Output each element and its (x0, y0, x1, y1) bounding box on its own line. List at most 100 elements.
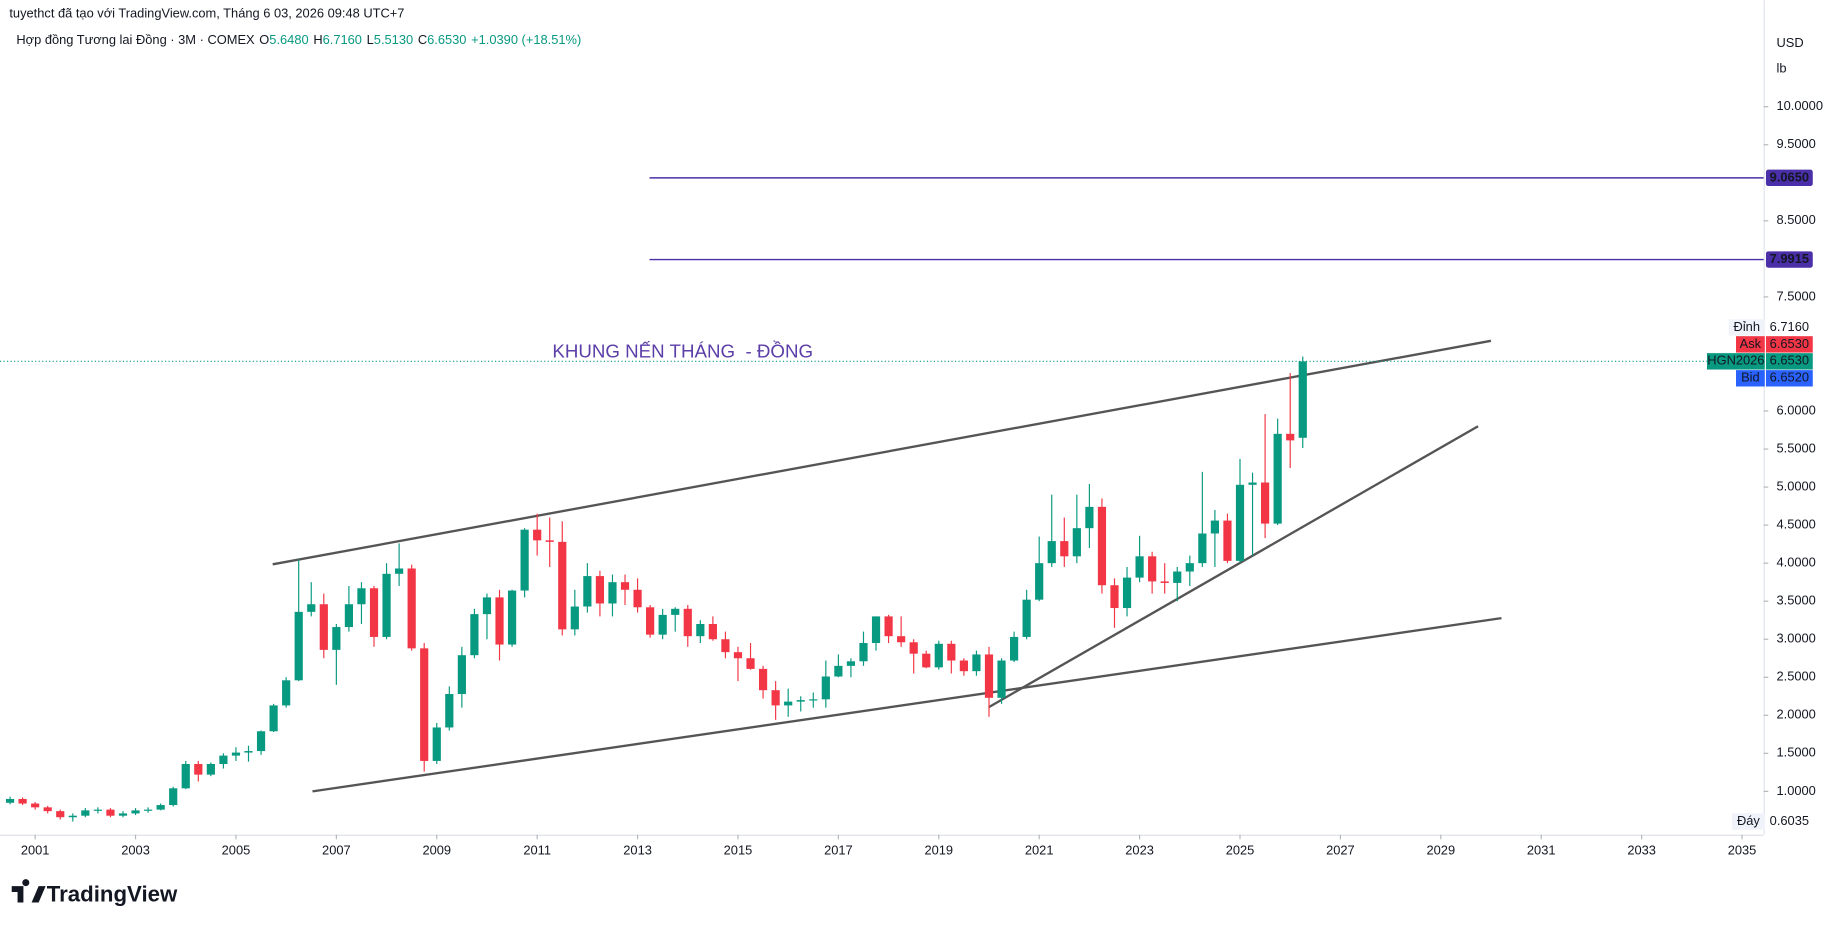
candle-body (545, 540, 554, 542)
tag-value-box (1765, 319, 1813, 336)
candle-body (520, 529, 529, 591)
symbol-legend: Hợp đồng Tương lai Đồng · 3M · COMEX O5.6… (16, 33, 581, 48)
y-tick-label: 2.5000 (1776, 669, 1815, 684)
candle-body (696, 624, 705, 637)
y-tick-label: 4.5000 (1776, 517, 1815, 532)
candle-body (871, 616, 881, 644)
candle-body (169, 788, 178, 806)
candle-body (294, 611, 303, 681)
candle-body (1022, 599, 1031, 637)
y-tick-label: 3.0000 (1776, 631, 1815, 646)
x-tick-label: 2019 (924, 842, 953, 857)
candle-body (834, 665, 843, 677)
candle-body (1173, 571, 1182, 583)
legend-change: +1.0390 (+18.51%) (471, 33, 581, 48)
x-tick-label: 2003 (121, 842, 150, 857)
x-tick-label: 2035 (1728, 842, 1757, 857)
candle-body (1160, 581, 1169, 583)
candle-body (1235, 484, 1245, 561)
candle-body (1248, 482, 1257, 485)
x-tick-label: 2011 (523, 842, 551, 857)
y-tick-label: 4.0000 (1776, 555, 1815, 570)
tag-name-box (1735, 336, 1765, 353)
tag-value: 6.7160 (1770, 319, 1809, 334)
candle-body (81, 810, 90, 816)
trend-line[interactable] (272, 339, 1492, 566)
trend-line[interactable] (312, 616, 1502, 793)
candle-body (809, 699, 818, 701)
candle-body (922, 653, 931, 668)
tag-value: 6.6530 (1770, 353, 1809, 368)
legend-key: L (367, 33, 374, 48)
legend-value: 6.7160 (323, 33, 362, 48)
candle-body (131, 810, 140, 814)
candle-body (1210, 520, 1219, 534)
tag-value: 6.6520 (1770, 370, 1809, 385)
candle-body (972, 654, 981, 672)
candle-body (897, 636, 906, 643)
tag-value: 0.6035 (1770, 813, 1809, 828)
tag-name-box (1728, 319, 1765, 336)
x-tick-label: 2029 (1427, 842, 1456, 857)
tag-value: 6.6530 (1770, 336, 1809, 351)
candle-body (733, 652, 743, 659)
candle-body (219, 755, 228, 764)
price-label: 7.9915 (1770, 251, 1809, 266)
candle-body (821, 676, 830, 700)
candle-body (282, 680, 291, 706)
y-tick-label: 8.5000 (1776, 212, 1815, 227)
logo-icon (11, 879, 46, 903)
candle-body (583, 576, 592, 607)
candle-body (144, 809, 153, 811)
candle-body (256, 731, 266, 752)
candle-body (1298, 361, 1307, 438)
annotation[interactable]: KHUNG NẾN THÁNG - ĐỒNG (552, 340, 813, 361)
candle-body (507, 590, 517, 645)
candle-body (18, 798, 27, 804)
candle-body (1110, 585, 1119, 609)
candle-body (570, 606, 579, 630)
tag-name: HGN2026 (1707, 353, 1764, 368)
price-label-box (1765, 251, 1813, 268)
x-tick-label: 2033 (1627, 842, 1656, 857)
candle-body (445, 693, 454, 728)
candle-body (646, 607, 655, 635)
y-tick-label: 10.0000 (1776, 98, 1822, 113)
candle-body (683, 608, 692, 637)
candle-body (859, 643, 868, 662)
candle-body (244, 751, 253, 753)
legend-value: 5.5130 (374, 33, 413, 48)
candle-body (1148, 556, 1157, 582)
y-tick-label: 3.5000 (1776, 593, 1815, 608)
y-tick-label: 2.0000 (1776, 707, 1815, 722)
candle-body (595, 576, 605, 604)
candle-body (671, 608, 680, 615)
candle-body (884, 616, 893, 637)
candle-body (194, 763, 203, 775)
trend-line[interactable] (988, 425, 1479, 709)
candle-body (1060, 541, 1069, 557)
candle-body (1223, 520, 1232, 561)
candle-body (181, 763, 190, 789)
candle-body (934, 643, 943, 668)
candle-body (106, 809, 115, 816)
tag-name-box (1732, 813, 1765, 830)
legend-key: O (259, 33, 269, 48)
candle-body (68, 815, 77, 818)
logo: TradingView (11, 879, 178, 906)
tag-name-box (1706, 353, 1765, 370)
y-tick-label: 9.5000 (1776, 136, 1815, 151)
candle-body (93, 809, 102, 811)
candle-body (5, 798, 15, 803)
candle-body (1097, 506, 1107, 586)
candle-body (56, 811, 65, 818)
x-tick-label: 2027 (1326, 842, 1355, 857)
y-tick-label: 1.0000 (1776, 783, 1815, 798)
tag-name: Ask (1740, 336, 1762, 351)
candle-body (771, 690, 780, 706)
candle-body (784, 701, 793, 706)
x-tick-label: 2025 (1226, 842, 1255, 857)
candle-body (357, 588, 366, 605)
